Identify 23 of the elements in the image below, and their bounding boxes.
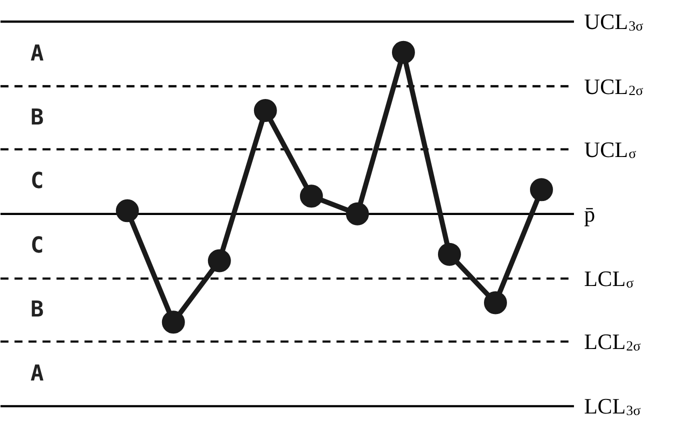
text: A: [30, 41, 44, 66]
point: [530, 178, 553, 202]
point: [484, 291, 507, 314]
point: [438, 242, 461, 266]
text: B: [30, 105, 44, 130]
ref-line-label: LCL2σ: [584, 329, 642, 354]
point: [208, 249, 231, 272]
point: [346, 202, 369, 226]
point: [300, 184, 323, 208]
text: C: [30, 169, 44, 194]
point: [254, 99, 277, 122]
ref-line-label: p̄: [584, 201, 596, 226]
point: [116, 199, 139, 222]
text: C: [30, 234, 44, 259]
text: B: [30, 298, 44, 323]
text: A: [30, 361, 44, 386]
point: [162, 310, 185, 334]
point: [392, 40, 415, 64]
ref-line-label: UCLσ: [584, 136, 637, 162]
ref-line-label: LCL3σ: [584, 394, 642, 420]
ref-line-label: UCL2σ: [584, 74, 644, 100]
ref-line-label: LCLσ: [584, 266, 634, 292]
ref-line-label: UCL3σ: [584, 9, 644, 35]
